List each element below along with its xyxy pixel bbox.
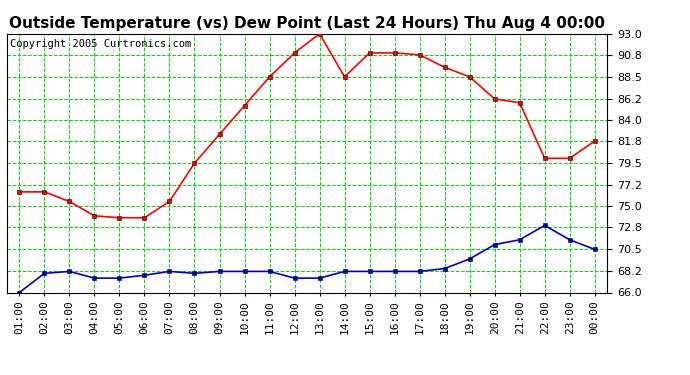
Title: Outside Temperature (vs) Dew Point (Last 24 Hours) Thu Aug 4 00:00: Outside Temperature (vs) Dew Point (Last… bbox=[9, 16, 605, 31]
Text: Copyright 2005 Curtronics.com: Copyright 2005 Curtronics.com bbox=[10, 39, 191, 49]
